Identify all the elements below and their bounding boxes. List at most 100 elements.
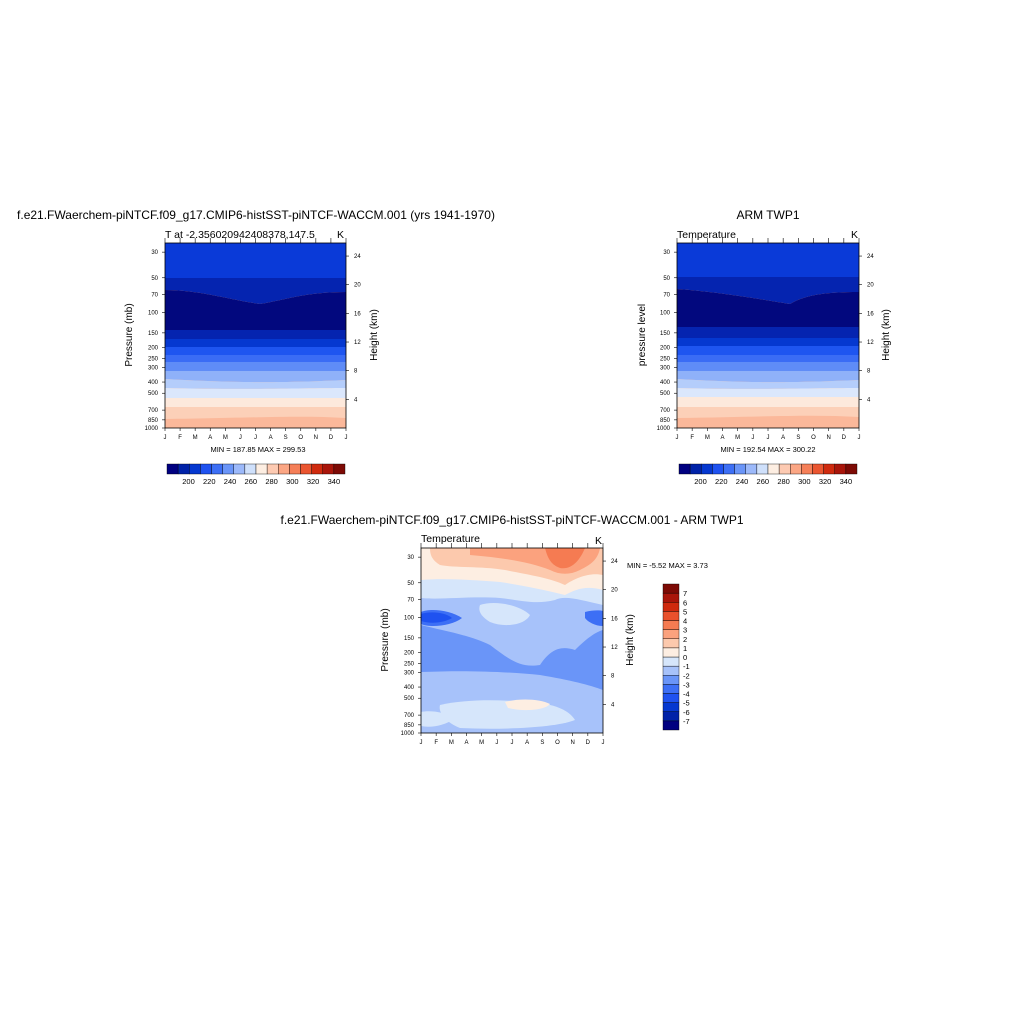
colorbar-swatch — [662, 620, 680, 630]
colorbar-tick-label: -5 — [683, 699, 690, 708]
colorbar-tick-label: 220 — [203, 477, 216, 486]
y-tick-label: 150 — [660, 331, 671, 337]
panel-obs-ylabel-right: Height (km) — [881, 309, 892, 361]
colorbar-swatch — [222, 463, 234, 475]
y-tick-label: 250 — [404, 661, 415, 667]
colorbar-swatch — [662, 611, 680, 621]
x-tick-label: J — [345, 435, 348, 441]
colorbar-tick-label: 220 — [715, 477, 728, 486]
x-tick-label: A — [525, 740, 529, 746]
panel-obs-ylabel-left: pressure level — [637, 304, 648, 366]
y-right-tick-label: 20 — [867, 283, 874, 289]
y-right-tick-label: 20 — [354, 283, 361, 289]
colorbar-swatch — [745, 463, 758, 475]
x-tick-label: J — [254, 435, 257, 441]
colorbar-tick-label: -6 — [683, 708, 690, 717]
y-right-tick-label: 24 — [611, 559, 618, 565]
y-right-tick-label: 12 — [867, 340, 874, 346]
panel-model-ylabel-left: Pressure (mb) — [124, 303, 135, 366]
x-tick-label: F — [690, 435, 694, 441]
colorbar-swatch — [778, 463, 791, 475]
panel-model: f.e21.FWaerchem-piNTCF.f09_g17.CMIP6-his… — [17, 208, 495, 486]
y-right-tick-label: 24 — [354, 254, 361, 260]
colorbar-tick-label: 7 — [683, 589, 687, 598]
x-tick-label: N — [570, 740, 574, 746]
panel-diff-subtitle: Temperature — [421, 533, 480, 545]
colorbar-swatch — [662, 656, 680, 667]
colorbar-swatch — [289, 463, 301, 475]
y-tick-label: 250 — [660, 356, 671, 362]
colorbar-swatch — [678, 463, 691, 475]
y-tick-label: 1000 — [145, 426, 159, 432]
colorbar-swatch — [662, 629, 680, 639]
panel-diff-units: K — [595, 535, 602, 547]
colorbar-swatch — [662, 711, 680, 722]
x-tick-label: O — [298, 435, 303, 441]
colorbar-tick-label: 340 — [840, 477, 853, 486]
y-tick-label: 400 — [660, 380, 671, 386]
y-tick-label: 50 — [407, 581, 414, 587]
colorbar-swatch — [689, 463, 702, 475]
y-right-tick-label: 8 — [354, 369, 358, 375]
panel-model-minmax: MIN = 187.85 MAX = 299.53 — [210, 445, 305, 454]
x-tick-label: J — [511, 740, 514, 746]
y-tick-label: 850 — [148, 418, 159, 424]
y-tick-label: 300 — [148, 366, 159, 372]
y-tick-label: 200 — [148, 345, 159, 351]
colorbar-swatch — [255, 463, 268, 475]
panel-diff: f.e21.FWaerchem-piNTCF.f09_g17.CMIP6-his… — [281, 513, 744, 746]
y-right-tick-label: 12 — [611, 645, 618, 651]
colorbar-tick-label: 260 — [757, 477, 770, 486]
y-tick-label: 400 — [148, 380, 159, 386]
colorbar-tick-label: 2 — [683, 635, 687, 644]
x-tick-label: S — [284, 435, 288, 441]
colorbar-tick-label: 340 — [328, 477, 341, 486]
colorbar-swatch — [333, 463, 346, 475]
colorbar-swatch — [300, 463, 312, 475]
colorbar-tick-label: 240 — [224, 477, 237, 486]
colorbar-swatch — [662, 693, 680, 703]
colorbar-swatch — [812, 463, 824, 475]
x-tick-label: O — [555, 740, 560, 746]
y-right-tick-label: 8 — [611, 674, 615, 680]
x-tick-label: J — [602, 740, 605, 746]
y-tick-label: 150 — [404, 636, 415, 642]
panel-model-title: f.e21.FWaerchem-piNTCF.f09_g17.CMIP6-his… — [17, 208, 495, 222]
colorbar-swatch — [244, 463, 257, 475]
colorbar-swatch — [662, 647, 680, 658]
x-tick-label: M — [735, 435, 740, 441]
y-tick-label: 400 — [404, 685, 415, 691]
panel-diff-title: f.e21.FWaerchem-piNTCF.f09_g17.CMIP6-his… — [281, 513, 744, 527]
x-tick-label: F — [178, 435, 182, 441]
x-tick-label: F — [434, 740, 438, 746]
colorbar-tick-label: -4 — [683, 690, 690, 699]
colorbar-tick-label: -3 — [683, 680, 690, 689]
colorbar-tick-label: 300 — [798, 477, 811, 486]
panel-model-units: K — [337, 229, 344, 241]
y-tick-label: 500 — [404, 696, 415, 702]
x-tick-label: M — [705, 435, 710, 441]
colorbar-tick-label: 300 — [286, 477, 299, 486]
colorbar-swatch — [712, 463, 724, 475]
y-tick-label: 850 — [404, 723, 415, 729]
y-tick-label: 30 — [663, 250, 670, 256]
y-right-tick-label: 4 — [354, 397, 358, 403]
x-tick-label: D — [329, 435, 334, 441]
y-tick-label: 500 — [148, 391, 159, 397]
colorbar-swatch — [701, 463, 713, 475]
x-tick-label: M — [223, 435, 228, 441]
colorbar-tick-label: 280 — [265, 477, 278, 486]
x-tick-label: N — [314, 435, 318, 441]
x-tick-label: O — [811, 435, 816, 441]
y-tick-label: 200 — [404, 650, 415, 656]
x-tick-label: A — [208, 435, 212, 441]
y-right-tick-label: 4 — [611, 702, 615, 708]
x-tick-label: D — [586, 740, 591, 746]
colorbar-tick-label: 320 — [819, 477, 832, 486]
y-right-tick-label: 20 — [611, 588, 618, 594]
y-right-tick-label: 16 — [354, 311, 361, 317]
y-right-tick-label: 16 — [867, 311, 874, 317]
panel-diff-plot: J F M A M J J A S O N D J 30 50 70 100 150 200 250 300 400 500… — [401, 543, 618, 746]
colorbar-swatch — [662, 702, 680, 712]
x-tick-label: J — [164, 435, 167, 441]
